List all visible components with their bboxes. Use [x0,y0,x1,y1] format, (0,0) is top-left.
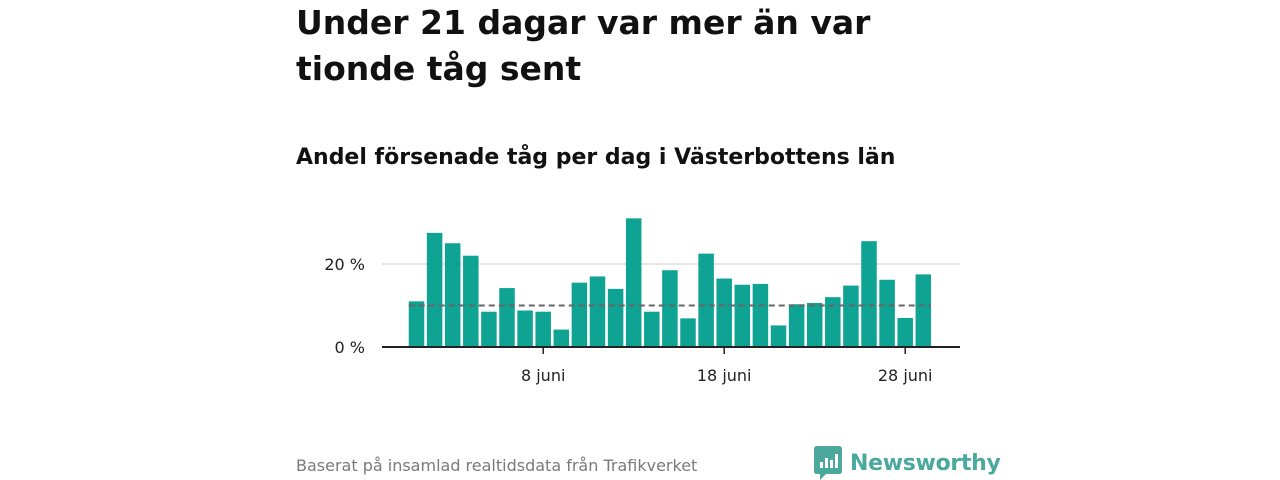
bar [915,274,932,347]
bar [861,241,877,347]
bar [481,311,497,347]
y-tick-label: 0 % [335,338,365,357]
bar [607,288,624,347]
bar [698,253,714,347]
bar [879,279,895,347]
bar [571,282,588,347]
newsworthy-logo-icon [814,446,842,480]
brand[interactable]: Newsworthy [814,446,1001,480]
bar [806,303,823,347]
x-tick-label: 18 juni [697,366,752,385]
bar [463,255,479,347]
bar [499,288,515,347]
axes: 0 % 20 % 8 juni 18 juni 28 juni [324,255,960,385]
bars [408,218,932,347]
source-note: Baserat på insamlad realtidsdata från Tr… [296,456,698,475]
bar [625,218,642,347]
bar [553,329,570,347]
brand-name: Newsworthy [850,450,1001,476]
bar [408,301,425,347]
bar [644,311,660,347]
bar [770,325,787,347]
x-tick-label: 28 juni [878,366,933,385]
chart-subtitle: Andel försenade tåg per dag i Västerbott… [296,145,896,170]
headline: Under 21 dagar var mer än var tionde tåg… [296,3,871,88]
bar [444,243,461,347]
bar [788,304,805,347]
bar [734,284,751,347]
bar [825,297,841,347]
y-tick-label: 20 % [324,255,365,274]
bar [517,310,533,347]
bar [716,278,732,347]
x-tick-label: 8 juni [521,366,565,385]
bar [680,318,696,347]
bar [589,276,606,347]
bar [535,311,551,347]
bar [752,283,769,347]
bar [843,285,859,347]
bar [662,270,678,347]
bar [897,317,913,347]
delay-bar-chart: 0 % 20 % 8 juni 18 juni 28 juni [324,218,960,385]
bar [426,232,443,347]
